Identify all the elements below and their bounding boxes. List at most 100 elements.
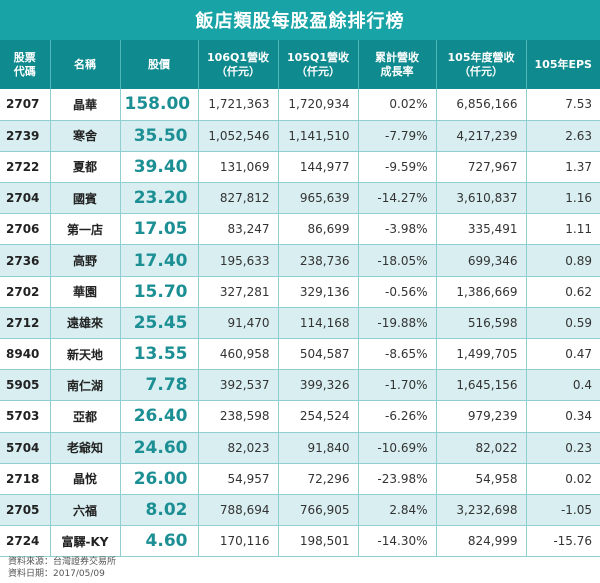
table-row: 2736 高野 17.40 195,633 238,736 -18.05% 699,346 0… — [0, 244, 600, 277]
cell-rev105q1: 1,141,510 — [278, 120, 359, 152]
cell-eps: 1.16 — [526, 182, 600, 215]
cell-eps: 0.4 — [526, 369, 600, 402]
cell-name: 新天地 — [50, 338, 121, 371]
cell-name: 高野 — [50, 244, 121, 277]
cell-rev106q1: 788,694 — [198, 494, 279, 527]
cell-name: 國賓 — [50, 182, 121, 215]
cell-growth: -9.59% — [358, 151, 437, 184]
cell-rev105q1: 86,699 — [278, 213, 359, 246]
table-row: 2702 華園 15.70 327,281 329,136 -0.56% 1,386,669… — [0, 276, 600, 308]
cell-eps: 0.59 — [526, 307, 600, 340]
cell-growth: -1.70% — [358, 369, 437, 402]
cell-name: 第一店 — [50, 213, 121, 246]
cell-name: 寒舍 — [50, 120, 121, 152]
cell-eps: 0.02 — [526, 463, 600, 495]
cell-growth: -0.56% — [358, 276, 437, 308]
cell-code: 2706 — [0, 213, 51, 246]
cell-price: 39.40 — [120, 151, 199, 184]
cell-growth: -18.05% — [358, 244, 437, 277]
cell-code: 2712 — [0, 307, 51, 340]
cell-rev105q1: 1,720,934 — [278, 89, 359, 121]
cell-rev105q1: 91,840 — [278, 432, 359, 464]
cell-eps: 1.37 — [526, 151, 600, 184]
cell-name: 華園 — [50, 276, 121, 308]
cell-price: 13.55 — [120, 338, 199, 371]
cell-name: 南仁湖 — [50, 369, 121, 402]
cell-code: 2739 — [0, 120, 51, 152]
cell-rev106q1: 91,470 — [198, 307, 279, 340]
eps-ranking-table: 股票 代碼 名稱 股價 106Q1營收 （仟元） 105Q1營收 （仟元） 累計營收成… — [0, 40, 600, 558]
table-row: 2705 六福 8.02 788,694 766,905 2.84% 3,232,698 -1… — [0, 494, 600, 527]
cell-rev106q1: 195,633 — [198, 244, 279, 277]
cell-name: 六福 — [50, 494, 121, 527]
table-row: 2712 遠雄來 25.45 91,470 114,168 -19.88% 516,598 0… — [0, 307, 600, 340]
cell-rev105: 4,217,239 — [436, 120, 527, 152]
cell-eps: 1.11 — [526, 213, 600, 246]
cell-eps: 0.34 — [526, 400, 600, 433]
cell-rev105q1: 965,639 — [278, 182, 359, 215]
cell-code: 5704 — [0, 432, 51, 464]
cell-rev105: 3,232,698 — [436, 494, 527, 527]
cell-price: 17.40 — [120, 244, 199, 277]
header-growth: 累計營收 成長率 — [358, 40, 437, 89]
cell-price: 23.20 — [120, 182, 199, 215]
cell-rev105q1: 254,524 — [278, 400, 359, 433]
cell-code: 2722 — [0, 151, 51, 184]
cell-growth: -8.65% — [358, 338, 437, 371]
cell-eps: -1.05 — [526, 494, 600, 527]
cell-rev105q1: 329,136 — [278, 276, 359, 308]
cell-growth: 2.84% — [358, 494, 437, 527]
cell-price: 7.78 — [120, 369, 199, 402]
cell-rev106q1: 827,812 — [198, 182, 279, 215]
cell-rev105q1: 144,977 — [278, 151, 359, 184]
cell-code: 2704 — [0, 182, 51, 215]
cell-code: 2724 — [0, 525, 51, 558]
cell-price: 24.60 — [120, 432, 199, 464]
cell-price: 35.50 — [120, 120, 199, 152]
cell-code: 2705 — [0, 494, 51, 527]
cell-code: 2718 — [0, 463, 51, 495]
table-row: 2707 晶華 158.00 1,721,363 1,720,934 0.02% 6,856… — [0, 89, 600, 121]
cell-rev105q1: 198,501 — [278, 525, 359, 558]
cell-eps: 0.47 — [526, 338, 600, 371]
cell-name: 亞都 — [50, 400, 121, 433]
cell-growth: -19.88% — [358, 307, 437, 340]
cell-price: 25.45 — [120, 307, 199, 340]
cell-rev105: 516,598 — [436, 307, 527, 340]
cell-rev105: 54,958 — [436, 463, 527, 495]
cell-rev105: 335,491 — [436, 213, 527, 246]
cell-rev106q1: 327,281 — [198, 276, 279, 308]
cell-name: 晶悅 — [50, 463, 121, 495]
cell-rev106q1: 131,069 — [198, 151, 279, 184]
cell-eps: -15.76 — [526, 525, 600, 558]
cell-code: 5703 — [0, 400, 51, 433]
cell-rev106q1: 1,721,363 — [198, 89, 279, 121]
cell-rev106q1: 170,116 — [198, 525, 279, 558]
cell-growth: 0.02% — [358, 89, 437, 121]
cell-name: 老爺知 — [50, 432, 121, 464]
header-name: 名稱 — [50, 40, 121, 89]
header-rev106q1: 106Q1營收 （仟元） — [198, 40, 279, 89]
cell-code: 2736 — [0, 244, 51, 277]
cell-rev105: 3,610,837 — [436, 182, 527, 215]
cell-price: 17.05 — [120, 213, 199, 246]
header-code: 股票 代碼 — [0, 40, 51, 89]
cell-price: 15.70 — [120, 276, 199, 308]
cell-rev105: 82,022 — [436, 432, 527, 464]
cell-rev105: 979,239 — [436, 400, 527, 433]
table-row: 5905 南仁湖 7.78 392,537 399,326 -1.70% 1,645,156… — [0, 369, 600, 402]
cell-rev105q1: 238,736 — [278, 244, 359, 277]
cell-rev106q1: 238,598 — [198, 400, 279, 433]
header-price: 股價 — [120, 40, 199, 89]
cell-rev105: 1,645,156 — [436, 369, 527, 402]
cell-rev105q1: 399,326 — [278, 369, 359, 402]
table-row: 2739 寒舍 35.50 1,052,546 1,141,510 -7.79% 4,217… — [0, 120, 600, 152]
cell-code: 5905 — [0, 369, 51, 402]
cell-eps: 0.62 — [526, 276, 600, 308]
cell-eps: 7.53 — [526, 89, 600, 121]
cell-price: 26.00 — [120, 463, 199, 495]
cell-rev106q1: 82,023 — [198, 432, 279, 464]
cell-price: 4.60 — [120, 525, 199, 558]
cell-name: 晶華 — [50, 89, 121, 121]
header-rev105: 105年度營收 （仟元） — [436, 40, 527, 89]
